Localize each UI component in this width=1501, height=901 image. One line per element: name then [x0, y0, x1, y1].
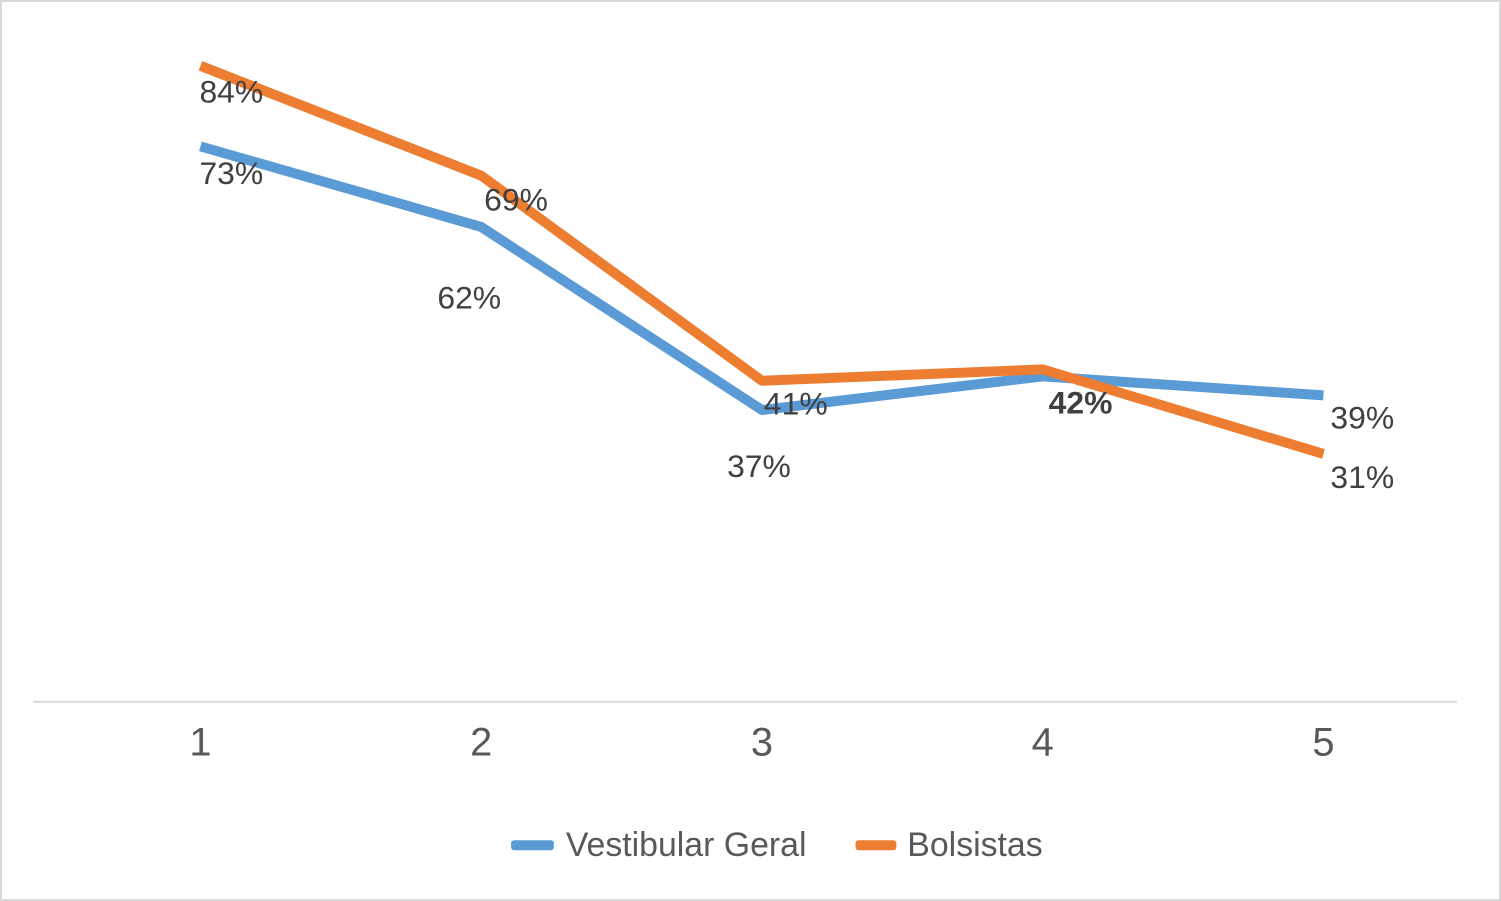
x-axis-tick-1: 1 [189, 721, 211, 765]
legend-label-vestibular-geral: Vestibular Geral [566, 826, 807, 864]
legend-swatch-vestibular-geral [511, 840, 554, 851]
data-label-vestibular-geral-3: 37% [727, 448, 791, 484]
legend: Vestibular Geral Bolsistas [511, 826, 1043, 864]
x-axis-tick-5: 5 [1312, 721, 1334, 765]
series-lines [198, 61, 1325, 459]
x-axis-tick-2: 2 [470, 721, 492, 765]
data-label-vestibular-geral-1: 73% [199, 155, 263, 191]
data-label-vestibular-geral-5: 39% [1330, 399, 1394, 435]
legend-label-bolsistas: Bolsistas [907, 826, 1042, 864]
data-label-bolsistas-2: 69% [484, 182, 548, 218]
series-line-bolsistas [198, 61, 1325, 459]
data-label-bolsistas-4: 42% [1049, 384, 1113, 420]
data-labels: 73% 62% 37% 39% 84% 69% 41% 42% 31% [199, 74, 1394, 495]
x-axis-tick-4: 4 [1032, 721, 1054, 765]
series-line-vestibular-geral [199, 141, 1324, 415]
data-label-bolsistas-1: 84% [199, 74, 263, 110]
data-label-bolsistas-3: 41% [764, 386, 828, 422]
x-axis-tick-3: 3 [751, 721, 773, 765]
data-label-bolsistas-5: 31% [1330, 459, 1394, 495]
data-label-vestibular-geral-2: 62% [437, 280, 501, 316]
x-axis-tick-labels: 1 2 3 4 5 [189, 721, 1334, 765]
legend-swatch-bolsistas [855, 840, 897, 851]
